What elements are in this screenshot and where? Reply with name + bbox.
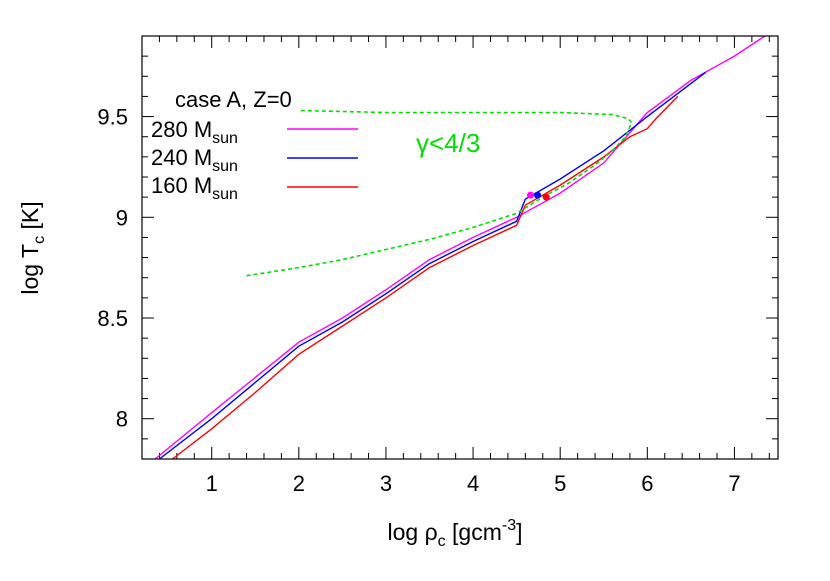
x-axis-label: log ρc [gcm-3] [387,517,522,550]
x-tick-label: 6 [641,471,653,496]
legend-title: case A, Z=0 [175,87,292,112]
y-tick-label: 8.5 [97,306,128,331]
x-tick-label: 5 [554,471,566,496]
x-tick-label: 2 [293,471,305,496]
x-tick-label: 7 [728,471,740,496]
marker-point-0 [527,191,535,199]
y-tick-label: 9 [116,205,128,230]
series-line-1 [158,71,707,460]
gamma-annotation: γ<4/3 [416,128,480,158]
markers-group [527,191,550,201]
x-tick-label: 1 [206,471,218,496]
x-tick-label: 3 [380,471,392,496]
series-line-2 [172,95,679,460]
plot-frame [141,35,779,460]
y-axis-label: log Tc [K] [17,201,48,294]
y-tick-label: 9.5 [97,105,128,130]
marker-point-1 [534,191,542,199]
legend: case A, Z=0 280 Msun 240 Msun 160 Msun [151,87,358,203]
series-group [154,35,766,460]
y-tick-label: 8 [116,407,128,432]
legend-label-160: 160 Msun [151,173,238,203]
series-line-0 [154,35,766,460]
marker-point-2 [542,193,550,201]
series-line-3 [246,109,633,277]
x-tick-label: 4 [467,471,479,496]
legend-label-240: 240 Msun [151,145,238,175]
axis-ticks: 1 2 3 4 5 6 7 8 8.5 9 9.5 [97,35,778,496]
legend-label-280: 280 Msun [151,117,238,147]
